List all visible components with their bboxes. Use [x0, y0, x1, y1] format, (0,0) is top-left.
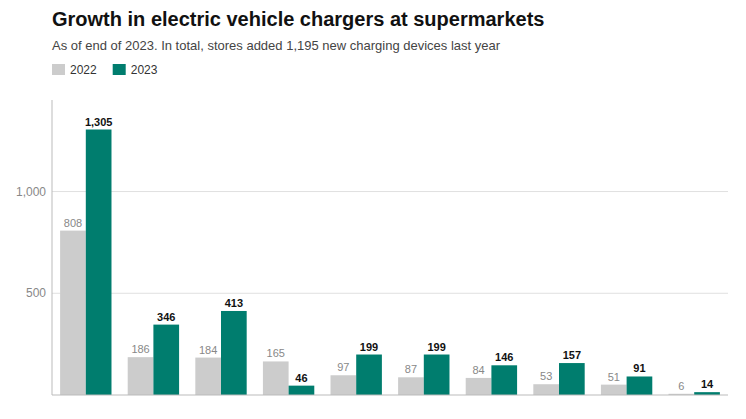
data-label: 84 — [472, 364, 484, 376]
data-label: 157 — [563, 349, 581, 361]
chart: Growth in electric vehicle chargers at s… — [0, 0, 746, 419]
bar — [60, 231, 86, 395]
bar — [86, 130, 112, 396]
bar — [466, 378, 492, 395]
legend-swatch — [52, 64, 65, 75]
legend-label: 2022 — [70, 63, 97, 77]
bar — [424, 355, 450, 395]
data-label: 186 — [131, 343, 149, 355]
data-label: 1,305 — [85, 116, 113, 128]
bar — [491, 365, 517, 395]
bar — [356, 355, 382, 395]
bar — [398, 377, 424, 395]
bar — [559, 363, 585, 395]
y-tick-label: 1,000 — [16, 185, 46, 199]
bar — [195, 358, 221, 395]
data-label: 53 — [540, 370, 552, 382]
data-label: 146 — [495, 351, 513, 363]
data-label: 14 — [701, 378, 714, 390]
data-label: 46 — [295, 372, 307, 384]
bar — [627, 376, 653, 395]
bar — [289, 386, 315, 395]
bar — [533, 384, 559, 395]
data-label: 87 — [405, 363, 417, 375]
bar — [153, 325, 179, 395]
grid-line — [52, 293, 728, 294]
subtitle: As of end of 2023. In total, stores adde… — [52, 38, 501, 53]
data-label: 184 — [199, 344, 217, 356]
title: Growth in electric vehicle chargers at s… — [52, 8, 544, 30]
bar — [128, 357, 154, 395]
grid-line — [52, 191, 728, 192]
grid — [52, 192, 728, 294]
data-label: 199 — [360, 341, 378, 353]
bar — [601, 385, 627, 395]
bar — [221, 311, 247, 395]
data-label: 51 — [608, 371, 620, 383]
data-labels: 808 186 184 165 97 87 84 53 51 6 1,305 346 413 46 199 1… — [64, 116, 714, 392]
data-label: 91 — [633, 362, 645, 374]
bar — [263, 361, 289, 395]
data-label: 199 — [427, 341, 445, 353]
data-label: 165 — [267, 347, 285, 359]
data-label: 808 — [64, 217, 82, 229]
data-label: 346 — [157, 311, 175, 323]
data-label: 97 — [337, 361, 349, 373]
legend: 2022 2023 — [52, 63, 158, 77]
x-axis-line — [52, 395, 728, 396]
legend-swatch — [113, 64, 126, 75]
bar — [331, 375, 357, 395]
y-axis-line — [52, 100, 53, 395]
legend-label: 2023 — [131, 63, 158, 77]
y-tick-label: 500 — [26, 286, 46, 300]
bars — [60, 130, 720, 396]
data-label: 413 — [225, 297, 243, 309]
data-label: 6 — [678, 380, 684, 392]
chart-container: Growth in electric vehicle chargers at s… — [0, 0, 746, 419]
